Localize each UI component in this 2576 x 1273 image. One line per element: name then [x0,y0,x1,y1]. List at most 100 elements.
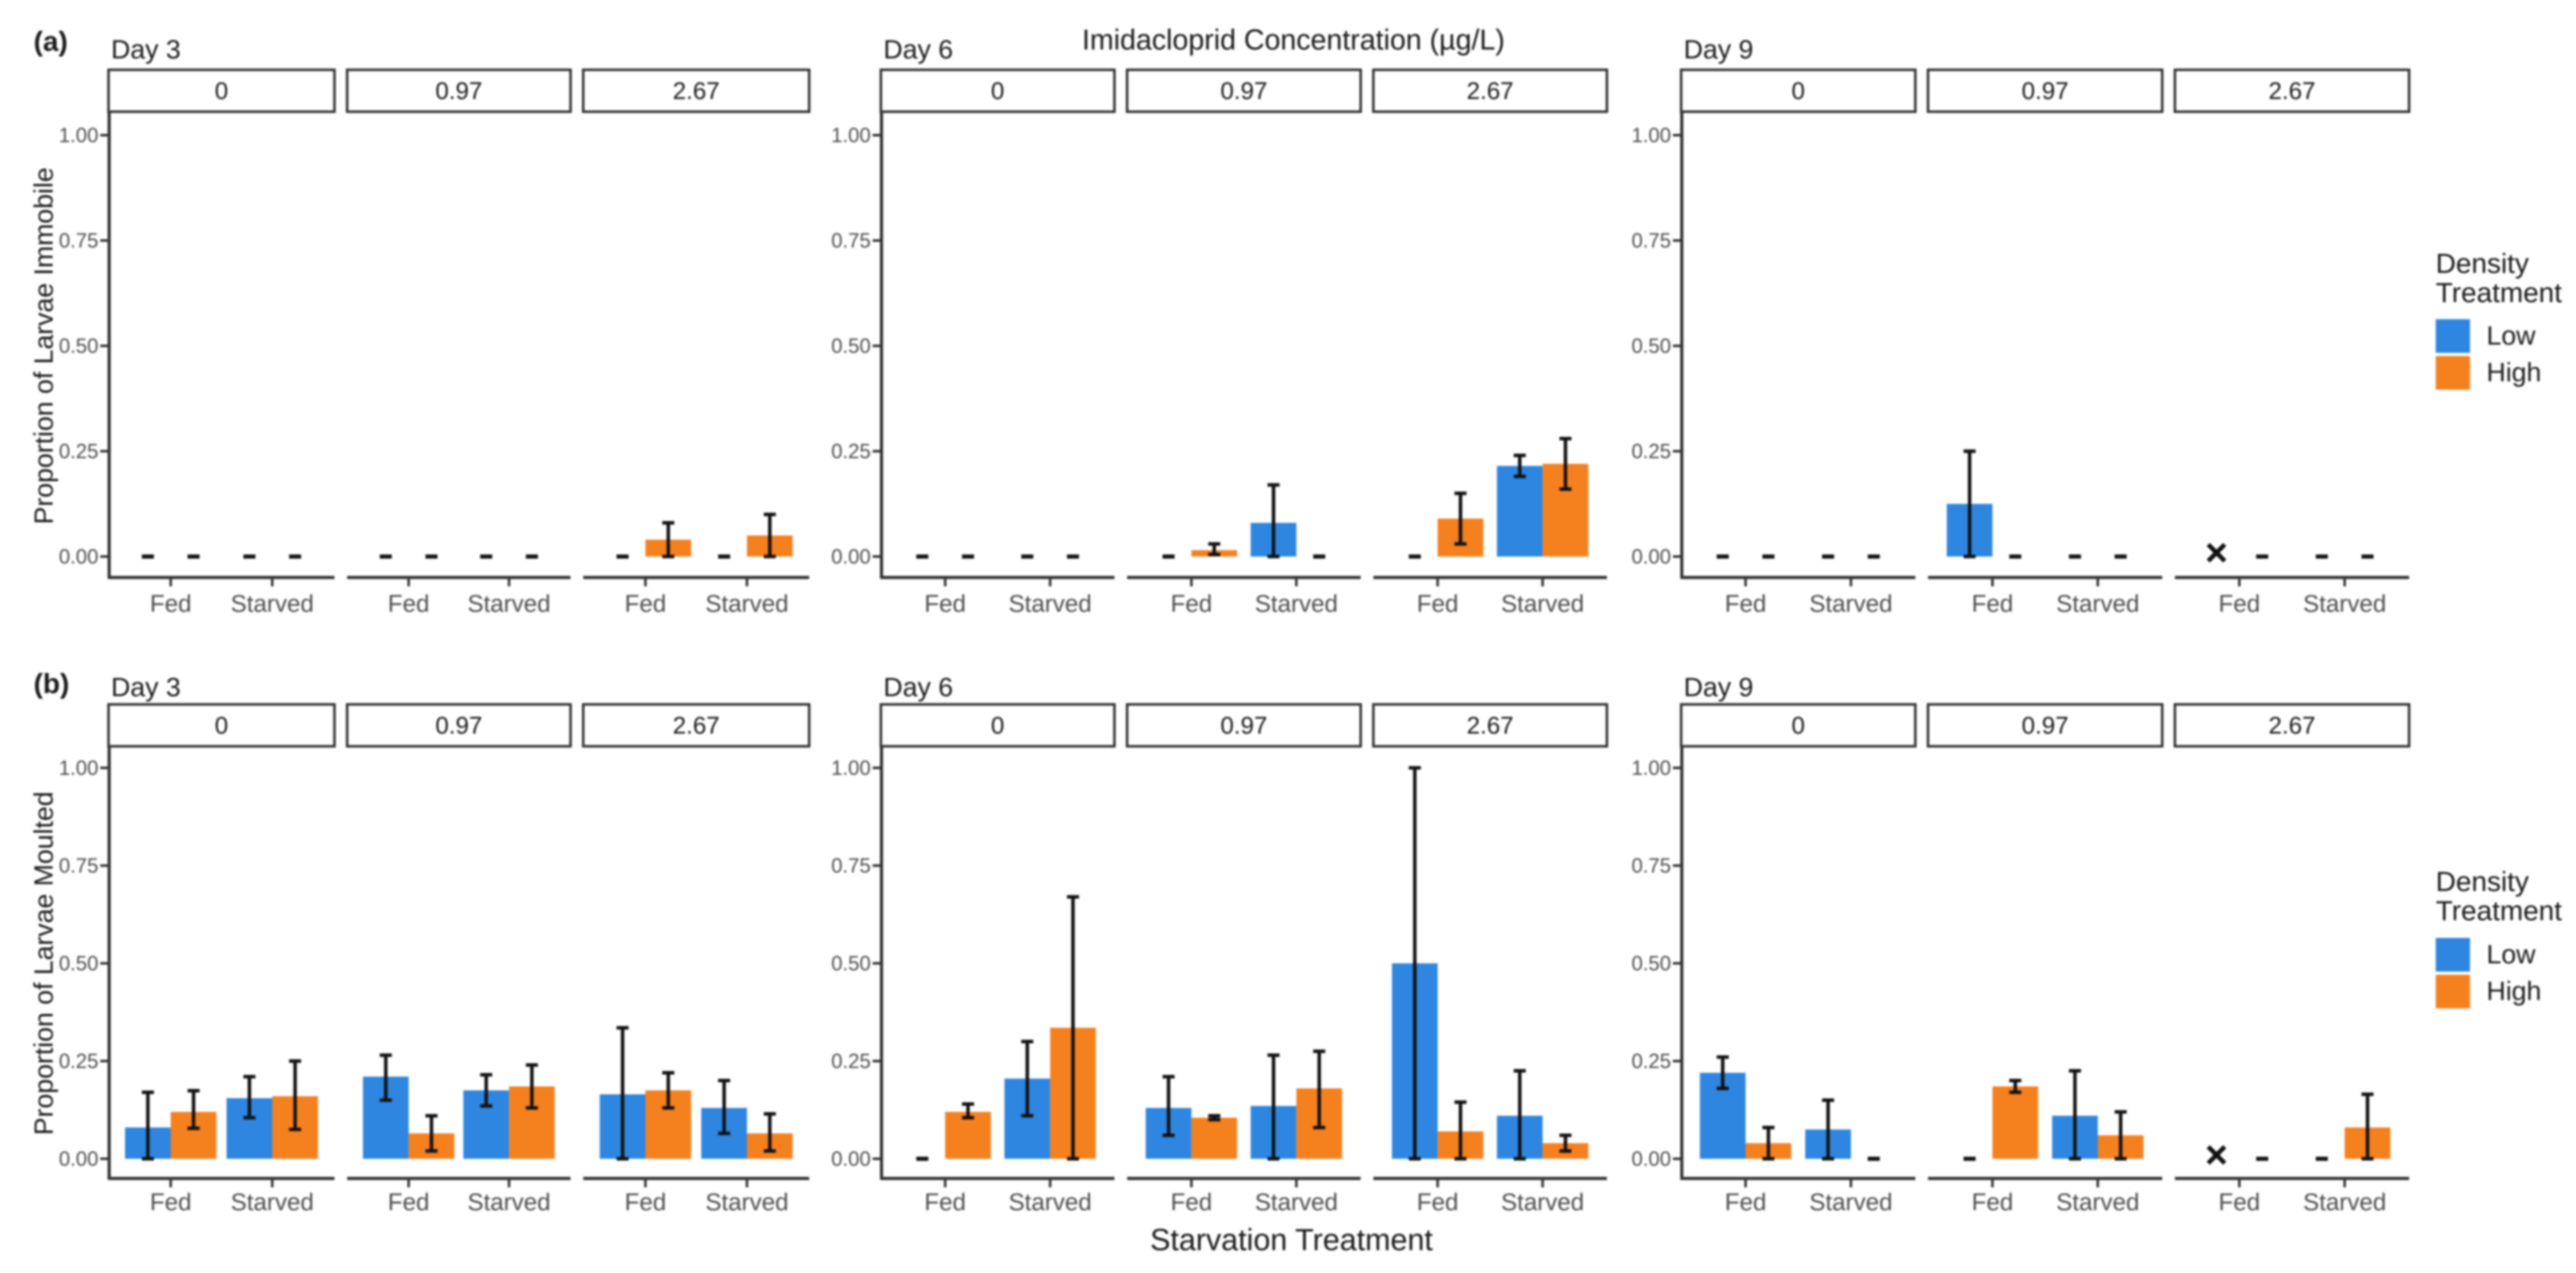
svg-text:Fed: Fed [1417,1189,1458,1216]
svg-text:Day 6: Day 6 [883,34,953,64]
svg-text:0.97: 0.97 [2022,78,2069,105]
svg-text:0: 0 [1792,78,1805,105]
svg-text:Starved: Starved [1008,591,1092,617]
svg-text:0.75: 0.75 [1632,229,1671,252]
svg-text:1.00: 1.00 [59,124,98,147]
svg-text:0.25: 0.25 [1632,440,1671,463]
svg-text:Starved: Starved [1008,1189,1092,1216]
svg-text:Fed: Fed [624,591,666,617]
svg-text:Density: Density [2436,866,2529,897]
svg-text:0.97: 0.97 [1220,713,1267,739]
svg-text:Proportion of Larvae Moulted: Proportion of Larvae Moulted [29,791,58,1135]
svg-text:Fed: Fed [388,1189,429,1216]
svg-text:Fed: Fed [624,1189,666,1216]
svg-text:Starved: Starved [2056,591,2139,617]
svg-text:Starvation Treatment: Starvation Treatment [1150,1224,1433,1257]
svg-text:Fed: Fed [1171,591,1212,617]
svg-text:0.00: 0.00 [59,1147,98,1170]
svg-text:(b): (b) [34,668,69,699]
svg-text:0.00: 0.00 [1632,1147,1671,1170]
svg-text:Starved: Starved [2303,1189,2386,1216]
svg-text:0.00: 0.00 [831,1147,871,1170]
svg-text:0.50: 0.50 [831,952,871,975]
svg-text:High: High [2487,357,2541,387]
svg-text:Starved: Starved [706,1189,789,1216]
svg-text:Low: Low [2487,320,2536,350]
svg-text:2.67: 2.67 [673,713,720,739]
svg-text:0.75: 0.75 [1632,854,1671,877]
svg-text:Day 3: Day 3 [111,672,181,702]
svg-text:0: 0 [215,713,228,739]
svg-text:0.25: 0.25 [831,1050,871,1072]
svg-text:0.50: 0.50 [59,334,98,357]
svg-text:1.00: 1.00 [59,756,98,779]
svg-text:0.00: 0.00 [59,545,98,568]
svg-text:0.75: 0.75 [59,229,98,252]
svg-text:Fed: Fed [1972,1189,2013,1216]
svg-text:Fed: Fed [150,1189,191,1216]
svg-text:0.97: 0.97 [2022,713,2069,739]
svg-text:Fed: Fed [925,1189,966,1216]
svg-text:Starved: Starved [468,1189,551,1216]
svg-text:0.25: 0.25 [831,440,871,463]
svg-text:Day 9: Day 9 [1684,672,1754,702]
svg-text:Starved: Starved [1501,591,1584,617]
svg-text:Low: Low [2487,939,2536,969]
svg-text:1.00: 1.00 [1632,756,1671,779]
svg-text:2.67: 2.67 [1467,713,1514,739]
svg-text:0: 0 [215,78,228,105]
svg-text:Fed: Fed [2219,591,2260,617]
svg-text:Proportion of Larvae Immobile: Proportion of Larvae Immobile [29,168,58,525]
svg-text:Day 6: Day 6 [883,672,953,702]
svg-text:Starved: Starved [2303,591,2386,617]
svg-text:2.67: 2.67 [2269,78,2316,105]
svg-text:Starved: Starved [2056,1189,2139,1216]
svg-text:Imidacloprid Concentration (µg: Imidacloprid Concentration (µg/L) [1082,23,1505,56]
svg-text:Starved: Starved [1255,1189,1338,1216]
svg-text:Fed: Fed [2219,1189,2260,1216]
svg-text:1.00: 1.00 [1632,124,1671,147]
svg-text:(a): (a) [34,26,68,57]
svg-text:Treatment: Treatment [2436,895,2562,927]
svg-text:High: High [2487,976,2541,1006]
svg-text:Starved: Starved [1255,591,1338,617]
svg-text:2.67: 2.67 [2269,713,2316,739]
svg-text:0.25: 0.25 [59,440,98,463]
svg-text:Fed: Fed [1725,591,1766,617]
svg-text:2.67: 2.67 [673,78,720,105]
svg-text:Treatment: Treatment [2436,277,2562,308]
svg-text:0.97: 0.97 [435,713,482,739]
svg-text:Fed: Fed [150,591,191,617]
svg-text:2.67: 2.67 [1467,78,1514,105]
svg-text:0.00: 0.00 [831,545,871,568]
svg-text:1.00: 1.00 [831,756,871,779]
svg-text:0.50: 0.50 [1632,952,1671,975]
svg-text:0.97: 0.97 [435,78,482,105]
svg-text:Starved: Starved [1501,1189,1584,1216]
svg-text:0.50: 0.50 [1632,334,1671,357]
svg-text:0.97: 0.97 [1220,78,1267,105]
svg-text:0.50: 0.50 [59,952,98,975]
svg-text:0: 0 [991,78,1004,105]
svg-text:Density: Density [2436,248,2529,279]
svg-text:Fed: Fed [925,591,966,617]
svg-text:Starved: Starved [706,591,789,617]
svg-text:0.75: 0.75 [59,854,98,877]
svg-text:Fed: Fed [1972,591,2013,617]
svg-text:0: 0 [991,713,1004,739]
svg-text:0.75: 0.75 [831,854,871,877]
svg-text:Starved: Starved [1809,1189,1892,1216]
svg-text:0: 0 [1792,713,1805,739]
svg-text:Starved: Starved [231,591,314,617]
svg-text:0.00: 0.00 [1632,545,1671,568]
svg-text:Fed: Fed [1171,1189,1212,1216]
svg-text:Starved: Starved [468,591,551,617]
svg-text:Fed: Fed [1725,1189,1766,1216]
svg-text:Day 9: Day 9 [1684,34,1754,64]
svg-text:0.75: 0.75 [831,229,871,252]
svg-text:0.50: 0.50 [831,334,871,357]
svg-text:0.25: 0.25 [59,1050,98,1072]
svg-text:Fed: Fed [388,591,429,617]
svg-text:0.25: 0.25 [1632,1050,1671,1072]
svg-text:Starved: Starved [231,1189,314,1216]
